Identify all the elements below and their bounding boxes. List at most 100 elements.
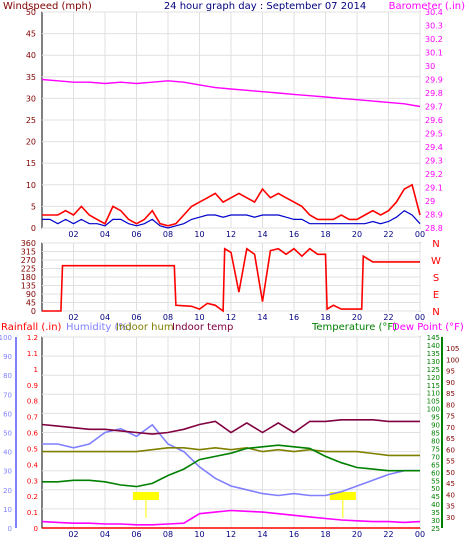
rainfall-tick-label: 0.7 [27, 414, 38, 422]
dewpoint-tick-label: 45 [446, 480, 455, 488]
windspeed-tick-label: 40 [26, 51, 36, 60]
direction-tick-label: 225 [21, 265, 36, 274]
x-tick-label: 08 [163, 230, 173, 239]
temperature-tick-label: 135 [427, 350, 440, 358]
temperature-tick-label: 125 [427, 366, 440, 374]
compass-tick-label: W [431, 256, 441, 267]
dewpoint-tick-label: 75 [446, 413, 455, 421]
x-tick-label: 22 [383, 230, 393, 239]
x-tick-label: 02 [68, 530, 78, 539]
barometer-tick-label: 30.4 [425, 8, 443, 17]
compass-tick-label: S [433, 273, 439, 284]
dewpoint-tick-label: 85 [446, 390, 455, 398]
windspeed-tick-label: 10 [26, 181, 36, 190]
barometer-tick-label: 29.6 [425, 116, 443, 125]
windspeed-tick-label: 35 [26, 73, 36, 82]
barometer-tick-label: 28.9 [425, 211, 443, 220]
barometer-tick-label: 30.2 [425, 35, 443, 44]
x-tick-label: 08 [163, 530, 173, 539]
temperature-tick-label: 65 [431, 461, 440, 469]
barometer-tick-label: 29.7 [425, 103, 443, 112]
rainfall-tick-label: 1 [34, 366, 38, 374]
humidity-line [42, 423, 420, 497]
temperature-tick-label: 60 [431, 469, 440, 477]
temperature-tick-label: 100 [427, 406, 440, 414]
rainfall-tick-label: 0.4 [27, 461, 39, 469]
barometer-tick-label: 29.8 [425, 89, 443, 98]
dewpoint-line [41, 509, 421, 526]
temperature-tick-label: 70 [431, 453, 440, 461]
x-tick-label: 20 [352, 313, 362, 322]
humidity-tick-label: 10 [3, 506, 12, 514]
temperature-tick-label: 120 [427, 374, 440, 382]
direction-tick-label: 45 [26, 299, 36, 308]
dewpoint-tick-label: 100 [446, 356, 459, 364]
axis-labels: 02 04 06 08 10 12 14 16 18 20 22 000510152025303540… [0, 8, 459, 539]
barometer-tick-label: 29.3 [425, 157, 443, 166]
dewpoint-tick-label: 70 [446, 424, 455, 432]
barometer-tick-label: 29.5 [425, 130, 443, 139]
windspeed-tick-label: 20 [26, 138, 36, 147]
x-tick-label: 00 [415, 230, 425, 239]
barometer-line [41, 78, 421, 108]
compass-tick-label: E [433, 290, 439, 301]
temperature-tick-label: 130 [427, 358, 440, 366]
temperature-tick-label: 105 [427, 398, 440, 406]
temperature-tick-label: 110 [427, 390, 440, 398]
barometer-tick-label: 29.4 [425, 143, 443, 152]
temperature-tick-label: 80 [431, 437, 440, 445]
dewpoint-tick-label: 60 [446, 446, 455, 454]
x-tick-label: 14 [257, 530, 267, 539]
dewpoint-tick-label: 35 [446, 503, 455, 511]
compass-tick-label: N [432, 239, 439, 250]
direction-tick-label: 270 [21, 256, 36, 265]
legend-dewpoint: Dew Point (°F) [392, 322, 464, 333]
legend-rainfall: Rainfall (.in) [1, 322, 62, 333]
x-tick-label: 22 [383, 313, 393, 322]
time-marker-box [132, 492, 159, 500]
direction-tick-label: 0 [31, 307, 36, 316]
barometer-tick-label: 29.1 [425, 184, 443, 193]
temperature-tick-label: 35 [431, 509, 440, 517]
dewpoint-tick-label: 105 [446, 345, 459, 353]
humidity-tick-label: 0 [8, 525, 12, 533]
graph-title: 24 hour graph day : September 07 2014 [164, 1, 366, 12]
compass-tick-label: N [432, 307, 439, 318]
x-tick-label: 08 [163, 313, 173, 322]
x-tick-label: 18 [320, 530, 330, 539]
rainfall-tick-label: 0.6 [27, 430, 39, 438]
barometer-tick-label: 29 [425, 197, 435, 206]
x-tick-label: 00 [415, 530, 425, 539]
x-tick-label: 20 [352, 230, 362, 239]
x-tick-label: 16 [289, 530, 299, 539]
temperature-tick-label: 115 [427, 382, 440, 390]
humidity-tick-label: 90 [3, 353, 12, 361]
wind-direction-line [42, 247, 420, 313]
windspeed-tick-label: 50 [26, 8, 36, 17]
humidity-tick-label: 30 [3, 468, 12, 476]
barometer-tick-label: 30.3 [425, 22, 443, 31]
rainfall-tick-label: 0.2 [27, 493, 38, 501]
direction-tick-label: 180 [21, 273, 36, 282]
x-tick-label: 22 [383, 530, 393, 539]
temperature-tick-label: 30 [431, 517, 440, 525]
temperature-tick-label: 140 [427, 342, 440, 350]
temperature-tick-label: 25 [431, 525, 440, 533]
x-tick-label: 10 [194, 313, 204, 322]
legend-humidity: Humidity (%) [66, 322, 132, 333]
temperature-tick-label: 90 [431, 422, 440, 430]
humidity-tick-label: 20 [3, 487, 12, 495]
x-tick-label: 04 [100, 313, 110, 322]
x-tick-label: 16 [289, 230, 299, 239]
windspeed-tick-label: 15 [26, 159, 36, 168]
barometer-tick-label: 29.2 [425, 170, 443, 179]
humidity-tick-label: 60 [3, 410, 12, 418]
dewpoint-tick-label: 50 [446, 469, 455, 477]
dewpoint-tick-label: 90 [446, 379, 455, 387]
dewpoint-tick-label: 40 [446, 491, 455, 499]
x-tick-label: 02 [68, 230, 78, 239]
rainfall-tick-label: 1.2 [27, 334, 38, 342]
temperature-tick-label: 145 [427, 334, 440, 342]
direction-tick-label: 90 [26, 290, 36, 299]
